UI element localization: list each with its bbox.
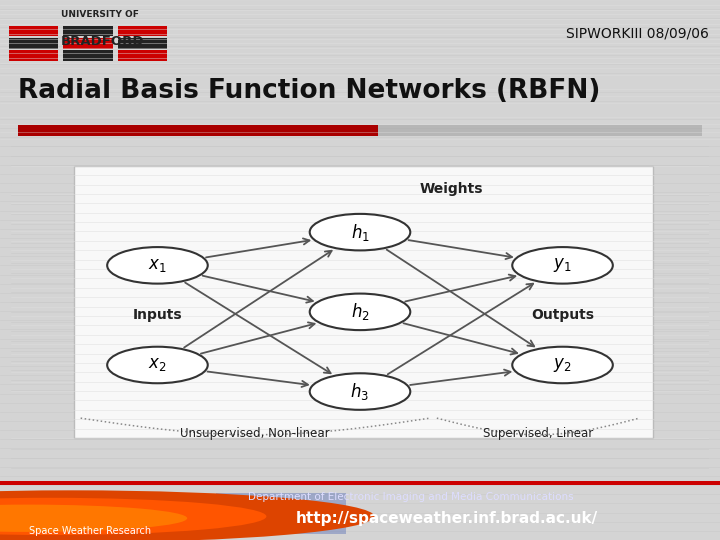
Bar	[118, 25, 167, 36]
Text: http://spaceweather.inf.brad.ac.uk/: http://spaceweather.inf.brad.ac.uk/	[295, 511, 598, 526]
Text: $y_1$: $y_1$	[553, 256, 572, 274]
Text: $h_1$: $h_1$	[351, 221, 369, 242]
Ellipse shape	[512, 347, 613, 383]
Circle shape	[0, 490, 374, 540]
Ellipse shape	[310, 214, 410, 251]
FancyBboxPatch shape	[73, 166, 653, 438]
Text: $h_2$: $h_2$	[351, 301, 369, 322]
Text: Supervised, Linear: Supervised, Linear	[483, 427, 593, 440]
Bar	[378, 125, 702, 137]
Bar	[63, 38, 112, 49]
Text: UNIVERSITY OF: UNIVERSITY OF	[61, 10, 139, 19]
Text: BRADFORD: BRADFORD	[61, 35, 145, 49]
Circle shape	[0, 504, 187, 532]
Bar	[9, 25, 58, 36]
Ellipse shape	[107, 247, 208, 284]
Text: Outputs: Outputs	[531, 308, 594, 322]
Text: $x_2$: $x_2$	[148, 356, 167, 374]
Bar	[9, 38, 58, 49]
Text: Space Weather Research: Space Weather Research	[29, 525, 151, 536]
Circle shape	[0, 498, 266, 535]
Ellipse shape	[310, 373, 410, 410]
Bar	[0, 481, 720, 485]
Text: Radial Basis Function Networks (RBFN): Radial Basis Function Networks (RBFN)	[18, 78, 600, 104]
Bar	[63, 50, 112, 60]
Text: Weights: Weights	[419, 182, 483, 196]
Bar	[118, 50, 167, 60]
Text: Inputs: Inputs	[132, 308, 182, 322]
Ellipse shape	[107, 347, 208, 383]
Text: $x_1$: $x_1$	[148, 257, 167, 274]
Ellipse shape	[310, 294, 410, 330]
Ellipse shape	[512, 247, 613, 284]
Text: $y_2$: $y_2$	[553, 356, 572, 374]
Bar	[63, 25, 112, 36]
Text: Unsupervised, Non-linear: Unsupervised, Non-linear	[181, 427, 330, 440]
Bar	[216, 494, 346, 534]
Text: Department of Electronic Imaging and Media Communications: Department of Electronic Imaging and Med…	[248, 491, 573, 502]
Text: $h_3$: $h_3$	[351, 381, 369, 402]
Bar	[9, 50, 58, 60]
Text: SIPWORKIII 08/09/06: SIPWORKIII 08/09/06	[567, 27, 709, 40]
Bar	[18, 125, 378, 137]
Bar	[118, 38, 167, 49]
